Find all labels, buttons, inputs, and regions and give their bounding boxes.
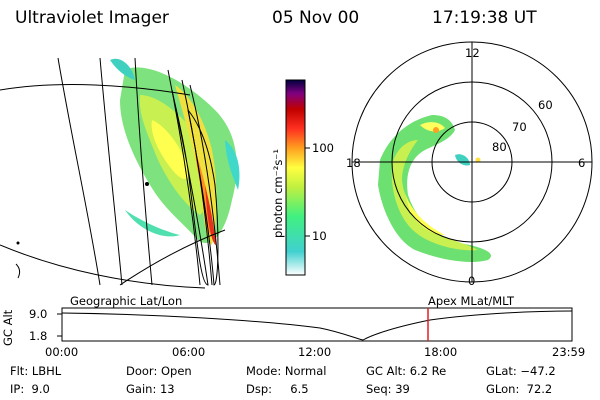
timeline-xtick: 23:59 (552, 345, 586, 359)
mlt-label-18: 18 (346, 156, 361, 170)
glat-info: GLat: −47.2 (486, 364, 556, 378)
seq-info: Seq: 39 (366, 382, 410, 396)
dsp-info: Dsp: 6.5 (246, 382, 309, 396)
gc-alt-info: GC Alt: 6.2 Re (366, 364, 447, 378)
colorbar-unit-label: photon cm⁻²s⁻¹ (271, 149, 285, 238)
timeline-xtick: 18:00 (424, 345, 458, 359)
timeline-ytick-low: 1.8 (29, 329, 48, 343)
lat-label-70: 70 (512, 120, 527, 134)
timeline-ylabel: GC Alt (1, 309, 15, 346)
ip-info: IP: 9.0 (10, 382, 50, 396)
altitude-timeline (57, 307, 573, 342)
mode-info: Mode: Normal (246, 364, 327, 378)
colorbar-tick-100: 100 (312, 141, 334, 155)
colorbar (285, 79, 310, 276)
gain-info: Gain: 13 (126, 382, 175, 396)
lat-label-80: 80 (492, 140, 507, 154)
lat-label-60: 60 (538, 98, 553, 112)
mlt-label-6: 6 (578, 156, 586, 170)
timeline-xtick: 12:00 (298, 345, 332, 359)
date-label: 05 Nov 00 (272, 8, 360, 28)
apex-label: Apex MLat/MLT (428, 294, 515, 308)
door-info: Door: Open (126, 364, 192, 378)
timeline-xtick: 06:00 (172, 345, 206, 359)
instrument-title: Ultraviolet Imager (15, 8, 169, 28)
glon-info: GLon: 72.2 (486, 382, 553, 396)
mlt-label-0: 0 (468, 274, 476, 288)
time-label: 17:19:38 UT (432, 8, 537, 28)
colorbar-tick-10: 10 (312, 229, 327, 243)
mlt-label-12: 12 (465, 46, 480, 60)
filter-info: Flt: LBHL (10, 364, 62, 378)
timeline-xtick: 00:00 (45, 345, 79, 359)
timeline-ytick-high: 9.0 (29, 307, 48, 321)
polar-plot (351, 41, 593, 283)
geographic-image (0, 57, 240, 289)
geographic-label: Geographic Lat/Lon (70, 294, 183, 308)
